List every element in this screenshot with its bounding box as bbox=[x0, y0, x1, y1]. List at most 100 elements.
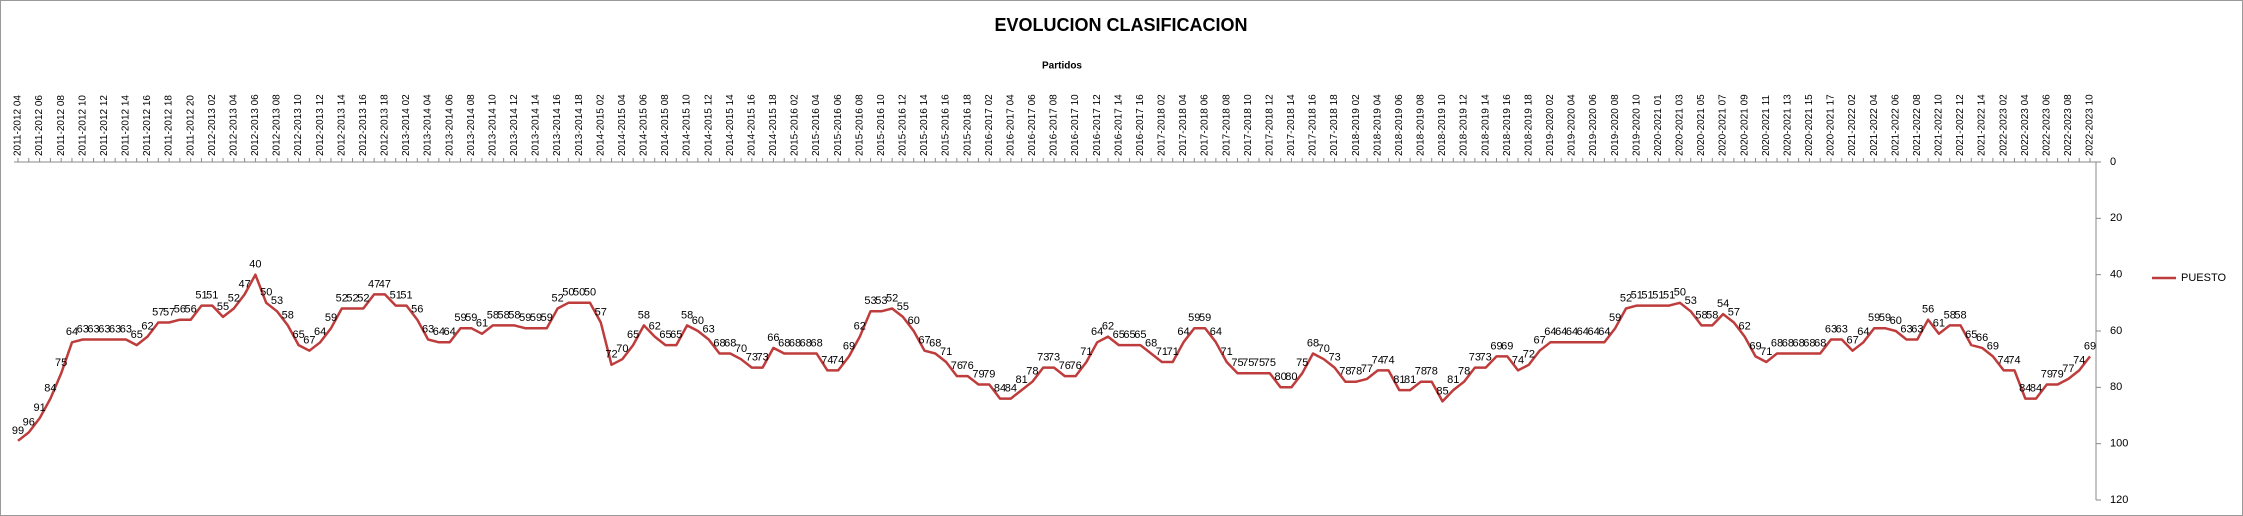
data-label: 65 bbox=[1123, 329, 1135, 341]
data-label: 76 bbox=[1069, 360, 1081, 372]
x-tick-label: 2014-2015 08 bbox=[660, 94, 671, 156]
data-label: 84 bbox=[2030, 383, 2042, 395]
data-label: 78 bbox=[1339, 366, 1351, 378]
x-tick-label: 2011-2012 18 bbox=[164, 95, 175, 156]
data-label: 69 bbox=[2084, 340, 2096, 352]
data-label: 63 bbox=[1825, 323, 1837, 335]
x-tick-label: 2012-2013 12 bbox=[315, 94, 326, 156]
data-label: 85 bbox=[1436, 385, 1448, 397]
x-tick-label: 2019-2020 08 bbox=[1610, 94, 1621, 156]
data-label: 84 bbox=[1005, 383, 1017, 395]
x-tick-label: 2011-2012 10 bbox=[77, 95, 88, 156]
x-axis-title: Partidos bbox=[1042, 61, 1082, 72]
x-tick-label: 2012-2013 16 bbox=[358, 94, 369, 156]
data-label: 51 bbox=[206, 290, 218, 302]
data-label: 62 bbox=[141, 321, 153, 333]
data-label: 96 bbox=[23, 416, 35, 428]
data-label: 74 bbox=[1382, 354, 1394, 366]
x-tick-label: 2011-2012 14 bbox=[121, 95, 132, 156]
data-label: 65 bbox=[627, 329, 639, 341]
x-tick-label: 2015-2016 08 bbox=[854, 94, 865, 156]
chart-title: EVOLUCION CLASIFICACION bbox=[994, 15, 1247, 35]
legend-label: PUESTO bbox=[2181, 272, 2226, 284]
data-label: 73 bbox=[1037, 352, 1049, 364]
x-tick-label: 2020-2021 11 bbox=[1761, 95, 1772, 156]
data-label: 59 bbox=[325, 312, 337, 324]
data-label: 84 bbox=[994, 383, 1006, 395]
x-tick-label: 2021-2022 04 bbox=[1869, 94, 1880, 156]
data-label: 53 bbox=[271, 295, 283, 307]
x-tick-label: 2018-2019 08 bbox=[1416, 94, 1427, 156]
data-label: 68 bbox=[800, 337, 812, 349]
x-tick-label: 2014-2015 12 bbox=[703, 94, 714, 156]
x-tick-label: 2015-2016 06 bbox=[833, 94, 844, 156]
x-tick-label: 2012-2013 10 bbox=[293, 94, 304, 156]
x-tick-label: 2013-2014 18 bbox=[574, 94, 585, 156]
data-label: 50 bbox=[1674, 287, 1686, 299]
data-label: 50 bbox=[562, 287, 574, 299]
data-label: 53 bbox=[864, 295, 876, 307]
data-label: 58 bbox=[1695, 309, 1707, 321]
x-tick-label: 2011-2012 20 bbox=[185, 95, 196, 156]
data-label: 40 bbox=[249, 259, 261, 271]
data-label: 74 bbox=[821, 354, 833, 366]
data-label: 71 bbox=[1167, 346, 1179, 358]
series-line bbox=[17, 273, 2091, 442]
data-label: 61 bbox=[476, 318, 488, 330]
data-label: 68 bbox=[778, 337, 790, 349]
data-label: 65 bbox=[670, 329, 682, 341]
x-tick-label: 2021-2022 06 bbox=[1890, 94, 1901, 156]
data-label: 68 bbox=[1793, 337, 1805, 349]
data-label: 62 bbox=[854, 321, 866, 333]
x-tick-label: 2015-2016 16 bbox=[941, 94, 952, 156]
x-tick-label: 2021-2022 02 bbox=[1847, 94, 1858, 156]
data-label: 63 bbox=[87, 323, 99, 335]
data-label: 58 bbox=[1954, 309, 1966, 321]
x-tick-label: 2021-2022 10 bbox=[1934, 94, 1945, 156]
data-label: 51 bbox=[1641, 290, 1653, 302]
x-tick-label: 2015-2016 10 bbox=[876, 94, 887, 156]
data-label: 64 bbox=[314, 326, 326, 338]
x-tick-label: 2018-2019 04 bbox=[1372, 94, 1383, 156]
data-label: 54 bbox=[1717, 298, 1729, 310]
data-label: 64 bbox=[1587, 326, 1599, 338]
x-tick-label: 2011-2012 12 bbox=[99, 95, 110, 156]
data-label: 50 bbox=[573, 287, 585, 299]
data-label: 61 bbox=[1933, 318, 1945, 330]
data-label: 59 bbox=[465, 312, 477, 324]
data-label: 79 bbox=[2041, 368, 2053, 380]
data-label: 64 bbox=[433, 326, 445, 338]
x-tick-label: 2015-2016 18 bbox=[962, 94, 973, 156]
x-tick-label: 2016-2017 10 bbox=[1070, 94, 1081, 156]
x-tick-label: 2019-2020 10 bbox=[1631, 94, 1642, 156]
data-label: 71 bbox=[940, 346, 952, 358]
data-label: 99 bbox=[12, 425, 24, 437]
x-tick-label: 2017-2018 14 bbox=[1286, 94, 1297, 156]
data-label: 73 bbox=[1328, 352, 1340, 364]
data-label: 58 bbox=[498, 309, 510, 321]
data-label: 67 bbox=[1846, 335, 1858, 347]
data-label: 68 bbox=[1803, 337, 1815, 349]
data-label: 59 bbox=[1188, 312, 1200, 324]
data-label: 74 bbox=[1372, 354, 1384, 366]
x-tick-label: 2018-2019 12 bbox=[1459, 94, 1470, 156]
data-label: 70 bbox=[1318, 343, 1330, 355]
x-tick-label: 2016-2017 04 bbox=[1005, 94, 1016, 156]
x-tick-label: 2017-2018 04 bbox=[1178, 94, 1189, 156]
data-label: 50 bbox=[260, 287, 272, 299]
data-label: 73 bbox=[757, 352, 769, 364]
data-label: 59 bbox=[530, 312, 542, 324]
data-label: 63 bbox=[77, 323, 89, 335]
x-tick-label: 2018-2019 06 bbox=[1394, 94, 1405, 156]
x-tick-label: 2021-2022 14 bbox=[1977, 94, 1988, 156]
data-label: 69 bbox=[1987, 340, 1999, 352]
x-tick-label: 2012-2013 02 bbox=[207, 94, 218, 156]
data-label: 57 bbox=[1728, 306, 1740, 318]
data-label: 65 bbox=[659, 329, 671, 341]
x-tick-label: 2013-2014 14 bbox=[531, 94, 542, 156]
y-tick-label: 100 bbox=[2110, 438, 2128, 450]
data-label: 67 bbox=[1534, 335, 1546, 347]
data-label: 62 bbox=[1102, 321, 1114, 333]
data-label: 60 bbox=[692, 315, 704, 327]
data-label: 64 bbox=[1210, 326, 1222, 338]
